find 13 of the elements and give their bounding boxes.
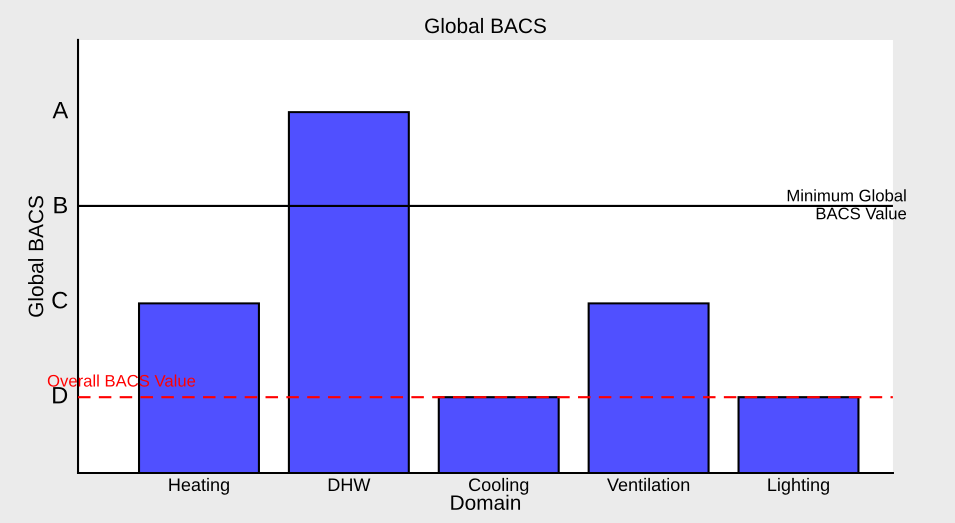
text: C bbox=[52, 292, 68, 309]
text: A bbox=[52, 102, 68, 118]
x-tick-label: Cooling bbox=[469, 478, 528, 495]
text: B bbox=[54, 197, 67, 214]
x-tick-label: Lighting bbox=[768, 478, 829, 495]
x-tick-label: Heating bbox=[169, 478, 229, 495]
y-axis-title: Global BACS bbox=[28, 196, 44, 317]
chart-title: Global BACS bbox=[425, 18, 546, 34]
x-tick-label: DHW bbox=[328, 478, 370, 491]
x-tick-label: Ventilation bbox=[607, 478, 690, 492]
text: D bbox=[53, 387, 68, 404]
x-axis-title: Domain bbox=[451, 494, 520, 510]
ref-line-label: Minimum Global BACS Value bbox=[788, 189, 906, 220]
